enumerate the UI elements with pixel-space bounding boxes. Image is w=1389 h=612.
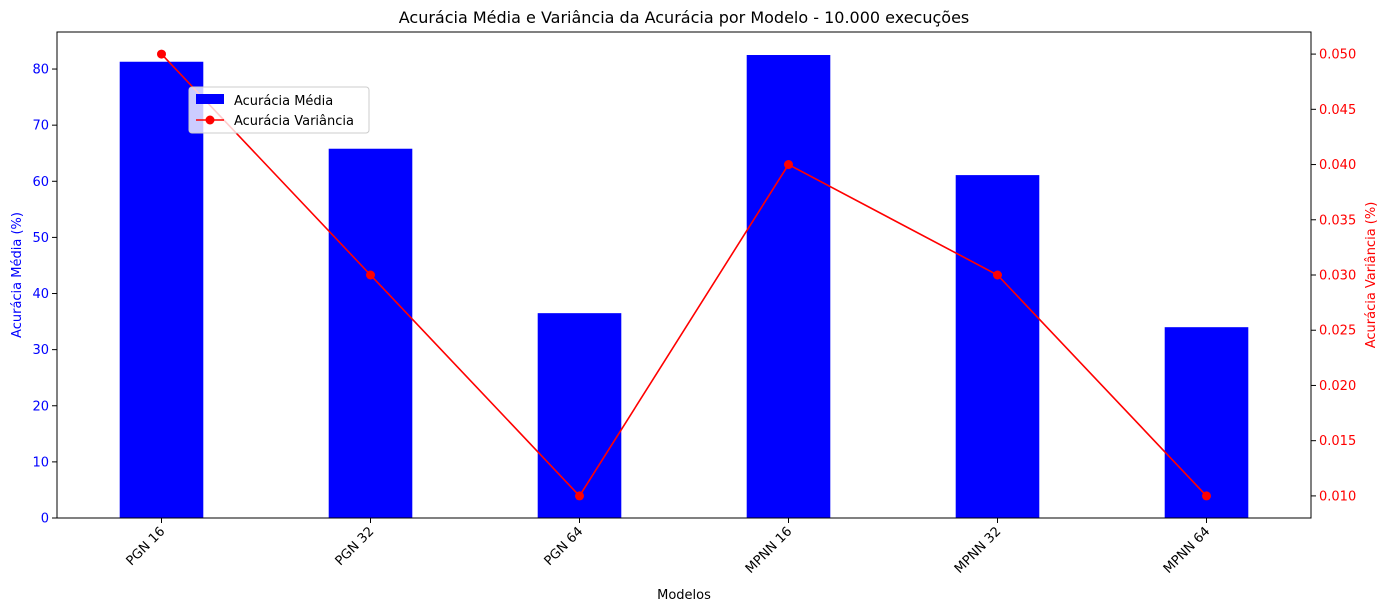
x-axis: PGN 16 PGN 32 PGN 64 MPNN 16 MPNN 32 MPNN 64 [124,518,1213,577]
left-tick-label-1: 10 [32,455,49,470]
right-tick-label-5: 0.035 [1319,213,1356,228]
left-tick-label-4: 40 [32,287,49,302]
right-tick-label-6: 0.040 [1319,158,1356,173]
x-axis-label: Modelos [657,588,711,603]
right-y-axis: 0.010 0.015 0.020 0.025 0.030 0.035 0.040 0.045… [1311,48,1356,504]
x-tick-label-5: MPNN 64 [1161,524,1213,576]
bar-1 [328,148,413,518]
left-tick-label-5: 50 [32,231,49,246]
x-tick-label-0: PGN 16 [124,524,169,569]
legend-bar-swatch [196,94,224,104]
right-tick-label-0: 0.010 [1319,489,1356,504]
right-y-axis-label: Acurácia Variância (%) [1364,202,1379,349]
line-point-1 [366,270,375,280]
line-series [157,49,1211,501]
right-tick-label-8: 0.050 [1319,48,1356,63]
right-tick-label-3: 0.025 [1319,324,1356,339]
right-tick-label-1: 0.015 [1319,434,1356,449]
bar-5 [1164,327,1249,518]
line-point-3 [784,160,793,170]
legend: Acurácia Média Acurácia Variância [188,86,370,134]
bar-0 [119,61,204,518]
line-point-2 [575,491,584,501]
legend-line-marker [205,115,215,125]
bar-3 [746,55,831,518]
x-tick-label-4: MPNN 32 [952,524,1004,576]
x-tick-label-2: PGN 64 [542,524,587,569]
right-tick-label-7: 0.045 [1319,103,1356,118]
left-tick-label-2: 20 [32,399,49,414]
left-tick-label-8: 80 [32,63,49,78]
bar-2 [537,313,622,518]
chart-title: Acurácia Média e Variância da Acurácia p… [399,8,970,27]
left-tick-label-3: 30 [32,343,49,358]
variance-line [160,53,1208,498]
bar-4 [955,175,1040,518]
legend-box [188,86,370,134]
left-tick-label-6: 60 [32,175,49,190]
x-tick-label-1: PGN 32 [333,524,378,569]
legend-line-label: Acurácia Variância [234,114,354,129]
left-y-axis-label: Acurácia Média (%) [10,212,25,338]
bar-series [119,55,1249,518]
left-tick-label-0: 0 [41,512,49,527]
line-point-0 [157,49,166,59]
left-tick-label-7: 70 [32,119,49,134]
left-y-axis: 0 10 20 30 40 50 60 70 80 [32,63,57,527]
right-tick-label-4: 0.030 [1319,269,1356,284]
right-tick-label-2: 0.020 [1319,379,1356,394]
line-point-4 [993,270,1002,280]
legend-bar-label: Acurácia Média [234,94,333,109]
x-tick-label-3: MPNN 16 [743,524,795,576]
line-point-5 [1202,491,1211,501]
